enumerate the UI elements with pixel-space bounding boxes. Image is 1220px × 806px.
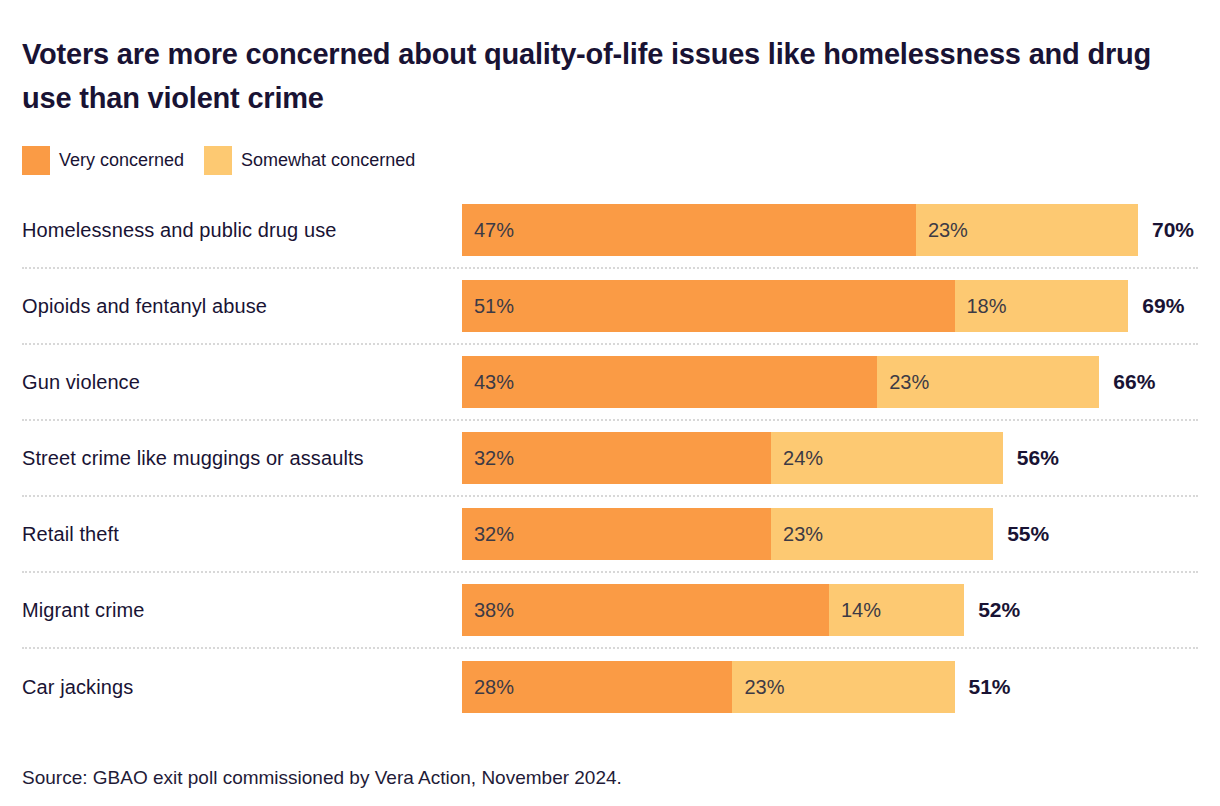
bar-segment-somewhat-concerned: 23% — [732, 661, 954, 713]
bar-segment-somewhat-concerned: 14% — [829, 584, 964, 636]
legend-label: Somewhat concerned — [241, 150, 415, 171]
category-label: Street crime like muggings or assaults — [22, 447, 462, 470]
total-label: 69% — [1142, 294, 1184, 318]
very-concerned-swatch-icon — [22, 146, 50, 175]
bar-segment-somewhat-concerned: 24% — [771, 432, 1003, 484]
category-label: Car jackings — [22, 676, 462, 699]
bar-segment-very-concerned: 28% — [462, 661, 732, 713]
chart-title: Voters are more concerned about quality-… — [22, 32, 1172, 120]
bar-segment-very-concerned: 43% — [462, 356, 877, 408]
bar-chart: Homelessness and public drug use47%23%70… — [22, 193, 1198, 725]
stacked-bar: 28%23% — [462, 661, 955, 713]
chart-page: Voters are more concerned about quality-… — [0, 0, 1220, 806]
bar-segment-somewhat-concerned: 18% — [955, 280, 1129, 332]
total-label: 51% — [969, 675, 1011, 699]
bar-segment-somewhat-concerned: 23% — [771, 508, 993, 560]
stacked-bar: 38%14% — [462, 584, 964, 636]
chart-row: Gun violence43%23% 66% — [22, 345, 1198, 421]
category-label: Gun violence — [22, 371, 462, 394]
legend: Very concerned Somewhat concerned — [22, 146, 1198, 175]
bar-segment-very-concerned: 47% — [462, 204, 916, 256]
total-label: 66% — [1113, 370, 1155, 394]
source-note: Source: GBAO exit poll commissioned by V… — [22, 767, 1198, 789]
bar-segment-very-concerned: 32% — [462, 432, 771, 484]
chart-row: Car jackings28%23% 51% — [22, 649, 1198, 725]
bar-segment-somewhat-concerned: 23% — [916, 204, 1138, 256]
legend-item-very-concerned: Very concerned — [22, 146, 184, 175]
chart-row: Opioids and fentanyl abuse51%18% 69% — [22, 269, 1198, 345]
stacked-bar: 32%23% — [462, 508, 993, 560]
bar-segment-very-concerned: 51% — [462, 280, 955, 332]
stacked-bar: 47%23% — [462, 204, 1138, 256]
bar-segment-somewhat-concerned: 23% — [877, 356, 1099, 408]
category-label: Homelessness and public drug use — [22, 219, 462, 242]
total-label: 70% — [1152, 218, 1194, 242]
total-label: 56% — [1017, 446, 1059, 470]
chart-row: Street crime like muggings or assaults32… — [22, 421, 1198, 497]
stacked-bar: 43%23% — [462, 356, 1099, 408]
category-label: Retail theft — [22, 523, 462, 546]
chart-row: Retail theft32%23% 55% — [22, 497, 1198, 573]
bar-segment-very-concerned: 38% — [462, 584, 829, 636]
chart-row: Homelessness and public drug use47%23% 70… — [22, 193, 1198, 269]
total-label: 55% — [1007, 522, 1049, 546]
legend-label: Very concerned — [59, 150, 184, 171]
bar-segment-very-concerned: 32% — [462, 508, 771, 560]
chart-row: Migrant crime38%14% 52% — [22, 573, 1198, 649]
category-label: Migrant crime — [22, 599, 462, 622]
somewhat-concerned-swatch-icon — [204, 146, 232, 175]
stacked-bar: 51%18% — [462, 280, 1128, 332]
stacked-bar: 32%24% — [462, 432, 1003, 484]
category-label: Opioids and fentanyl abuse — [22, 295, 462, 318]
total-label: 52% — [978, 598, 1020, 622]
legend-item-somewhat-concerned: Somewhat concerned — [204, 146, 415, 175]
